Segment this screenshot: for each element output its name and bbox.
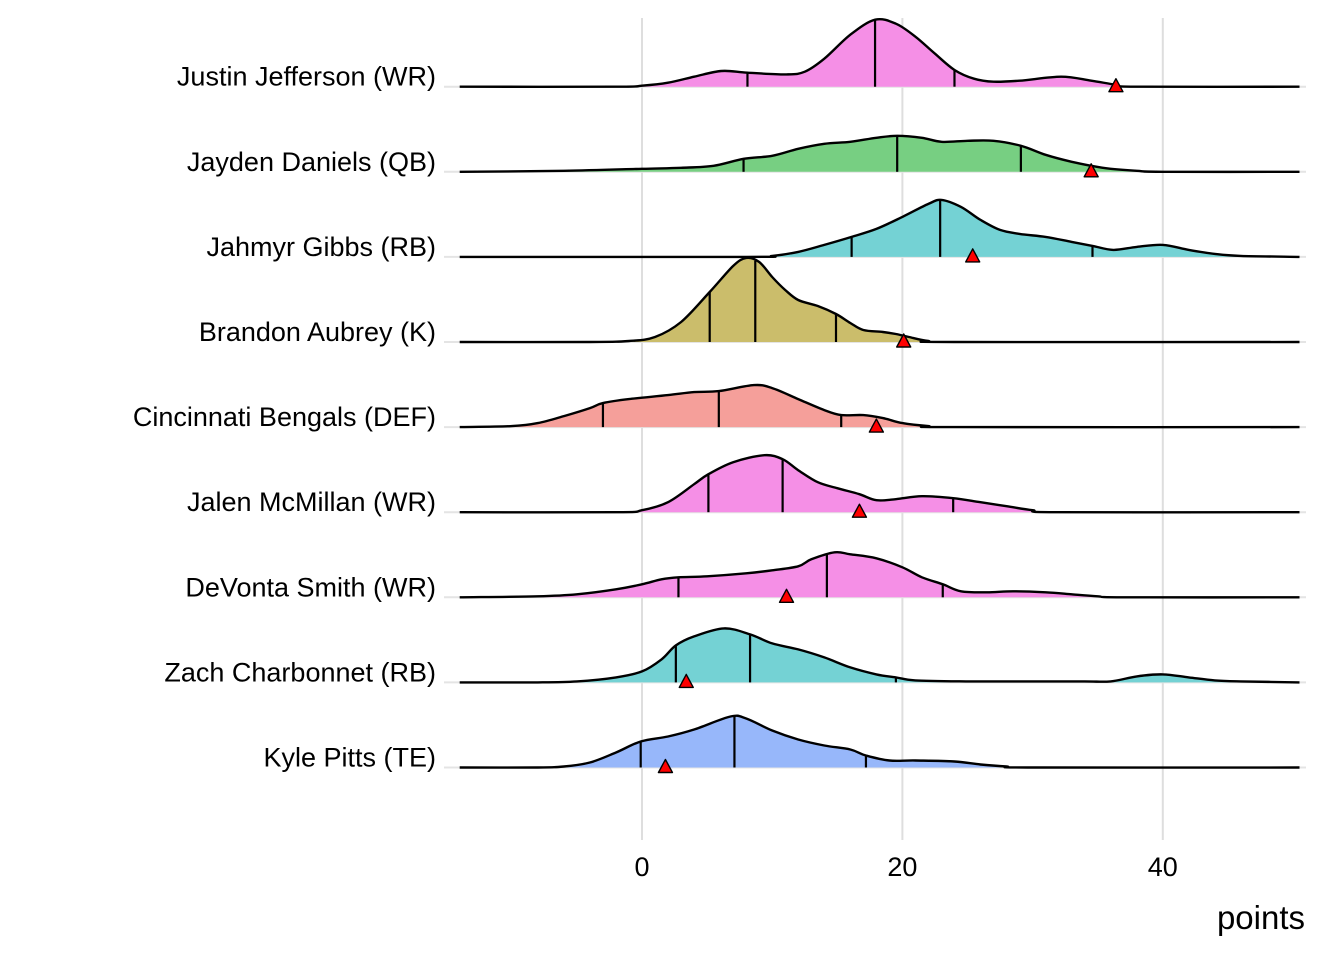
density-area <box>459 628 1300 683</box>
actual-points-marker <box>657 758 674 774</box>
density-area <box>459 19 1300 87</box>
ridge-justin-jefferson-wr <box>459 17 1300 93</box>
actual-points-marker <box>868 418 885 433</box>
y-axis-label: Jayden Daniels (QB) <box>187 147 436 177</box>
density-outline <box>459 550 1300 599</box>
density-outline <box>459 383 1300 429</box>
ridge-brandon-aubrey-k <box>459 256 1300 348</box>
y-axis-label: Zach Charbonnet (RB) <box>164 657 436 687</box>
y-axis-label: Brandon Aubrey (K) <box>199 317 436 347</box>
density-area <box>459 552 1300 598</box>
ridge-jalen-mcmillan-wr <box>459 453 1300 518</box>
x-tick-label: 0 <box>634 852 649 882</box>
density-outline <box>459 198 1300 259</box>
ridge-devonta-smith-wr <box>459 550 1300 603</box>
density-outline <box>459 134 1300 174</box>
y-axis-label: DeVonta Smith (WR) <box>185 572 436 602</box>
density-outline <box>459 256 1300 344</box>
ridge-jahmyr-gibbs-rb <box>459 198 1300 263</box>
y-axis-label: Kyle Pitts (TE) <box>263 743 436 773</box>
x-tick-label: 20 <box>887 852 917 882</box>
x-tick-label: 40 <box>1148 852 1178 882</box>
actual-points-marker <box>851 503 868 518</box>
ridges <box>459 17 1300 774</box>
actual-points-marker <box>678 673 694 689</box>
density-area <box>459 257 1300 343</box>
actual-points-marker <box>1083 163 1099 178</box>
actual-points-marker <box>896 333 912 348</box>
density-outline <box>459 714 1300 769</box>
y-axis-label: Justin Jefferson (WR) <box>177 62 436 92</box>
y-axis-label: Cincinnati Bengals (DEF) <box>133 402 436 432</box>
density-area <box>459 455 1300 513</box>
actual-points-marker <box>965 248 981 263</box>
x-axis-tick-labels: 0 20 40 <box>634 852 1177 882</box>
y-axis-label: Jahmyr Gibbs (RB) <box>206 232 436 262</box>
x-axis-title: points <box>1217 899 1305 936</box>
y-axis-labels: Kyle Pitts (TE) Zach Charbonnet (RB) DeVon… <box>133 62 436 773</box>
density-area <box>459 715 1300 768</box>
y-axis-label: Jalen McMillan (WR) <box>187 487 436 517</box>
actual-points-marker <box>778 588 795 603</box>
ridge-jayden-daniels-qb <box>459 134 1300 178</box>
density-outline <box>459 627 1300 684</box>
density-outline <box>459 453 1300 514</box>
density-area <box>459 135 1300 172</box>
density-area <box>459 384 1300 428</box>
ridge-cincinnati-bengals-def <box>459 383 1300 433</box>
density-outline <box>459 17 1300 89</box>
ridge-zach-charbonnet-rb <box>459 627 1300 689</box>
ridge-kyle-pitts-te <box>459 714 1300 774</box>
actual-points-marker <box>1108 78 1124 93</box>
